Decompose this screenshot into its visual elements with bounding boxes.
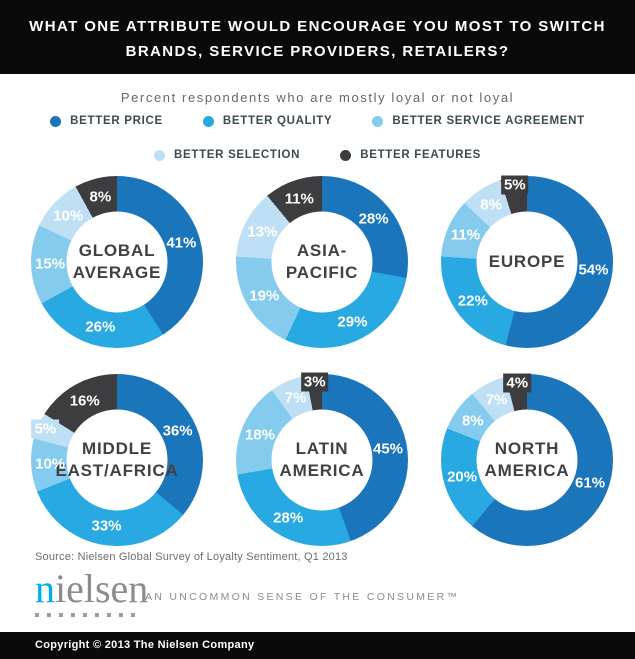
- source-note: Source: Nielsen Global Survey of Loyalty…: [35, 551, 348, 563]
- wordmark-first-letter: n: [35, 566, 55, 611]
- slice-value-label: 5%: [31, 419, 60, 439]
- header-banner: WHAT ONE ATTRIBUTE WOULD ENCOURAGE YOU M…: [0, 0, 635, 74]
- region-label: GLOBAL AVERAGE: [31, 176, 203, 348]
- donut-hole: [476, 211, 578, 313]
- slice-value-label: 19%: [249, 287, 280, 305]
- slice-value-label: 10%: [35, 455, 66, 473]
- slice-value-label: 28%: [273, 509, 304, 527]
- slice-value-label: 45%: [373, 440, 404, 458]
- copyright-text: Copyright © 2013 The Nielsen Company: [35, 639, 255, 651]
- region-label: ASIA- PACIFIC: [236, 176, 408, 348]
- donut-chart-middle-east-africa: MIDDLE EAST/AFRICA 36% 33% 10% 5% 16%: [31, 374, 203, 546]
- legend-swatch-icon: [340, 149, 352, 161]
- region-label-line: NORTH: [494, 439, 560, 458]
- donut-chart-asia-pacific: ASIA- PACIFIC 28% 29% 19% 13% 11%: [236, 176, 408, 348]
- slice-value-label: 15%: [35, 255, 66, 273]
- region-label-line: LATIN: [295, 439, 349, 458]
- donut-hole: [66, 409, 168, 511]
- region-label-line: MIDDLE: [82, 439, 152, 458]
- slice-value-label: 7%: [485, 391, 508, 409]
- slice-value-label: 20%: [447, 468, 478, 486]
- slice-value-label: 4%: [503, 373, 532, 393]
- donut-hole: [66, 211, 168, 313]
- donut-chart-north-america: NORTH AMERICA 61% 20% 8% 7% 4%: [441, 373, 613, 546]
- region-label: NORTH AMERICA: [441, 374, 613, 546]
- donut-hole: [476, 409, 578, 511]
- slice-value-label: 61%: [575, 474, 606, 492]
- legend-label: BETTER PRICE: [70, 115, 163, 127]
- legend-item: BETTER PRICE: [50, 115, 163, 127]
- logo-dots-icon: [35, 613, 137, 617]
- region-label-line: EUROPE: [488, 252, 566, 271]
- donut-chart-europe: EUROPE 54% 22% 11% 8% 5%: [441, 175, 613, 348]
- page-title-line2: BRANDS, SERVICE PROVIDERS, RETAILERS?: [125, 43, 510, 60]
- legend-item: BETTER FEATURES: [340, 149, 481, 161]
- footer-bar: Copyright © 2013 The Nielsen Company: [0, 632, 635, 659]
- legend-label: BETTER SELECTION: [173, 149, 301, 161]
- page-title-line1: WHAT ONE ATTRIBUTE WOULD ENCOURAGE YOU M…: [29, 18, 606, 35]
- legend-item: BETTER SELECTION: [153, 149, 301, 161]
- region-label-line: AMERICA: [484, 461, 570, 480]
- slice-value-label: 8%: [89, 188, 112, 206]
- donut-hole: [271, 211, 373, 313]
- slice-value-label: 33%: [91, 517, 122, 535]
- donut-chart-latin-america: LATIN AMERICA 45% 28% 18% 7% 3%: [236, 372, 408, 546]
- nielsen-logo: nielsen: [35, 569, 148, 617]
- legend-swatch-icon: [50, 115, 62, 127]
- slice-value-label: 22%: [457, 292, 488, 310]
- region-label: EUROPE: [441, 176, 613, 348]
- legend-swatch-icon: [372, 115, 384, 127]
- slice-value-label: 5%: [500, 175, 529, 195]
- slice-value-label: 11%: [284, 190, 314, 208]
- legend-swatch-icon: [153, 149, 165, 161]
- legend-row-1: BETTER PRICE BETTER QUALITY BETTER SERVICE…: [0, 115, 635, 127]
- slice-value-label: 7%: [284, 389, 307, 407]
- donut-hole: [271, 409, 373, 511]
- legend-label: BETTER SERVICE AGREEMENT: [392, 115, 585, 127]
- region-label-line: PACIFIC: [285, 263, 359, 282]
- chart-subtitle: Percent respondents who are mostly loyal…: [120, 90, 515, 105]
- region-label-line: AVERAGE: [72, 263, 162, 282]
- region-label-line: EAST/AFRICA: [55, 461, 179, 480]
- donut-chart-global-average: GLOBAL AVERAGE 41% 26% 15% 10% 8%: [31, 176, 203, 348]
- slice-value-label: 29%: [337, 313, 368, 331]
- legend-item: BETTER SERVICE AGREEMENT: [372, 115, 585, 127]
- slice-value-label: 8%: [480, 196, 502, 214]
- region-label-line: ASIA-: [296, 241, 348, 260]
- legend-swatch-icon: [202, 115, 214, 127]
- slice-value-label: 10%: [53, 207, 84, 225]
- legend-label: BETTER FEATURES: [360, 149, 482, 161]
- region-label-line: AMERICA: [279, 461, 365, 480]
- region-label-line: GLOBAL: [78, 241, 156, 260]
- wordmark-rest: ielsen: [55, 566, 149, 611]
- region-label: MIDDLE EAST/AFRICA: [31, 374, 203, 546]
- slice-value-label: 36%: [162, 422, 193, 440]
- slice-value-label: 18%: [244, 426, 276, 444]
- slice-value-label: 54%: [578, 261, 609, 279]
- nielsen-wordmark: nielsen: [35, 569, 148, 609]
- slice-value-label: 28%: [358, 210, 389, 228]
- slice-value-label: 8%: [461, 412, 484, 430]
- slice-value-label: 26%: [85, 318, 116, 336]
- brand-tagline: AN UNCOMMON SENSE OF THE CONSUMER™: [145, 591, 460, 603]
- legend-label: BETTER QUALITY: [222, 115, 333, 127]
- slice-value-label: 16%: [69, 392, 100, 410]
- slice-value-label: 11%: [450, 226, 481, 244]
- legend-item: BETTER QUALITY: [202, 115, 333, 127]
- slice-value-label: 13%: [247, 223, 278, 241]
- slice-value-label: 3%: [300, 372, 329, 392]
- slice-value-label: 41%: [166, 234, 197, 252]
- legend-row-2: BETTER SELECTION BETTER FEATURES: [0, 149, 635, 161]
- region-label: LATIN AMERICA: [236, 374, 408, 546]
